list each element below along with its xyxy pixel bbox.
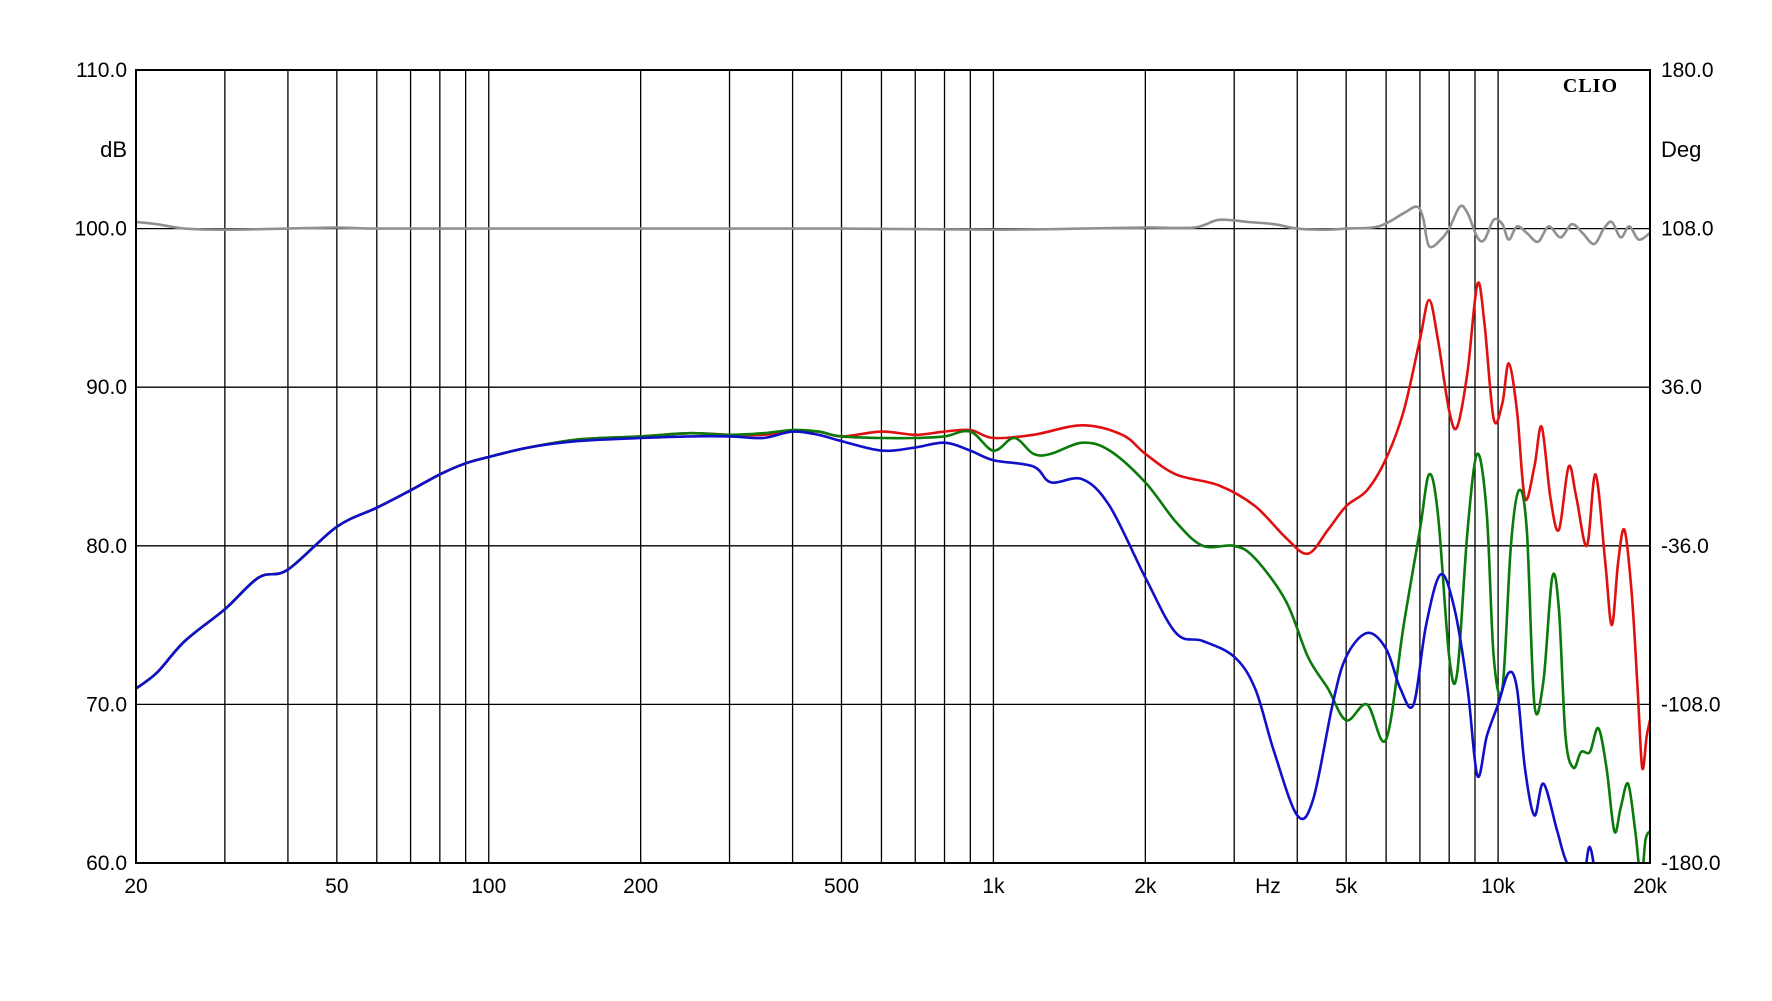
y-left-tick-label: 110.0 <box>76 59 127 82</box>
y-right-tick-label: -36.0 <box>1661 535 1709 558</box>
y-left-tick-label: 80.0 <box>86 535 127 558</box>
x-tick-label: 10k <box>1481 875 1515 898</box>
clio-brand-label: CLIO <box>1563 75 1618 97</box>
x-tick-label: 20 <box>124 875 147 898</box>
x-tick-label: 50 <box>325 875 348 898</box>
series-line <box>136 430 1595 863</box>
y-left-tick-label: 60.0 <box>86 852 127 875</box>
y-left-tick-label: 100.0 <box>74 218 127 241</box>
x-tick-label: 2k <box>1134 875 1157 898</box>
plot-frame <box>135 69 1651 864</box>
x-tick-label: 5k <box>1335 875 1358 898</box>
y-right-unit-label: Deg <box>1661 137 1701 162</box>
y-left-unit-label: dB <box>100 137 127 162</box>
y-right-tick-label: -180.0 <box>1661 852 1721 875</box>
y-right-tick-label: -108.0 <box>1661 693 1721 716</box>
x-tick-label: 100 <box>471 875 506 898</box>
y-right-tick-label: 108.0 <box>1661 218 1714 241</box>
x-tick-label: 200 <box>623 875 658 898</box>
tick-labels: 60.0 70.0 80.0 90.0 100.0 110.0 -180.0 -108.0 -3… <box>74 59 1720 898</box>
series-layer <box>136 204 1650 863</box>
x-tick-label: 20k <box>1633 875 1667 898</box>
series-line <box>136 204 1650 249</box>
x-tick-label: 1k <box>982 875 1005 898</box>
x-tick-label: 500 <box>824 875 859 898</box>
x-unit-label: Hz <box>1255 875 1281 898</box>
y-right-tick-label: 36.0 <box>1661 376 1702 399</box>
y-left-tick-label: 90.0 <box>86 376 127 399</box>
y-right-tick-label: 180.0 <box>1661 59 1714 82</box>
y-left-tick-label: 70.0 <box>86 693 127 716</box>
